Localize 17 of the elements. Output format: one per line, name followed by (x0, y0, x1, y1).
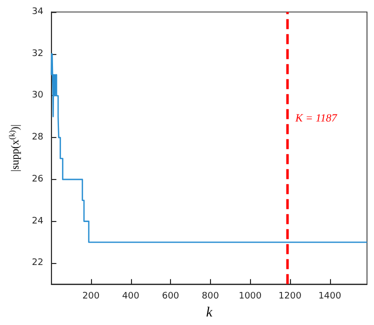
y-tick-label: 22 (32, 258, 44, 268)
x-tick-label: 400 (122, 292, 140, 302)
x-tick-label: 600 (162, 292, 180, 302)
x-tick-label: 1000 (238, 292, 262, 302)
y-tick-label: 24 (32, 216, 44, 226)
x-axis-title: k (206, 306, 214, 320)
y-tick-label: 28 (32, 132, 44, 143)
y-tick-label: 30 (32, 90, 44, 101)
y-tick-label: 32 (32, 48, 44, 59)
x-tick-label: 800 (202, 292, 220, 302)
y-tick-label: 26 (32, 174, 44, 184)
y-axis-title: |supp(x(k))| (8, 124, 22, 172)
y-tick-label: 34 (32, 7, 44, 17)
ref-line-label: K = 1187 (294, 112, 338, 125)
x-tick-label: 1400 (318, 292, 342, 302)
x-tick-label: 200 (82, 292, 100, 302)
x-tick-label: 1200 (278, 292, 302, 302)
